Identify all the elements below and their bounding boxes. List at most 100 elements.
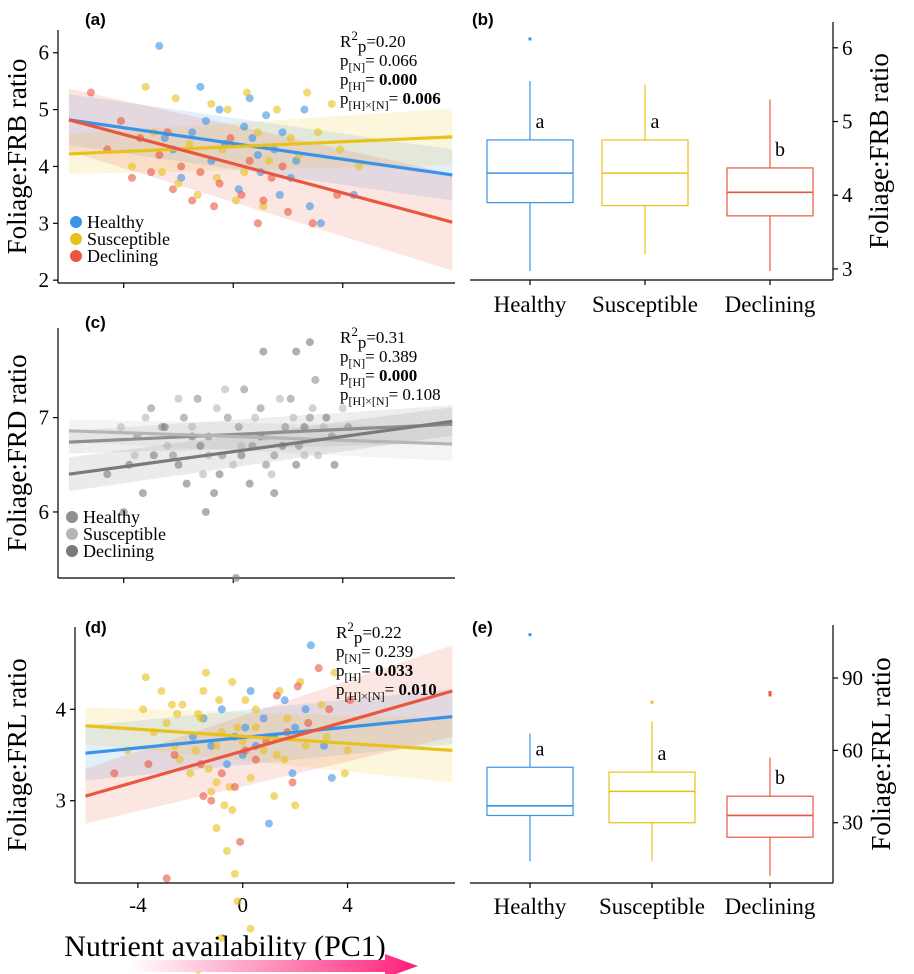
- fit-line-d-healthy: [85, 715, 453, 755]
- point-c-declining: [149, 451, 158, 460]
- stat-line-d: p[N]= 0.239: [336, 642, 413, 665]
- sig-letter-b-declining: b: [775, 139, 785, 161]
- point-a-susceptible: [253, 128, 262, 137]
- point-a-susceptible: [240, 168, 249, 177]
- point-d-susceptible: [301, 741, 310, 750]
- legend-label-declining: Declining: [87, 246, 158, 266]
- point-c-declining: [174, 460, 183, 469]
- point-a-healthy: [188, 128, 197, 137]
- legend-label-healthy: Healthy: [87, 212, 144, 232]
- point-c-declining: [322, 413, 331, 422]
- point-c-healthy: [270, 451, 279, 460]
- point-a-healthy: [316, 219, 325, 228]
- y-axis-label-b: Foliage:FRB ratio: [864, 53, 894, 249]
- point-d-susceptible: [223, 847, 231, 855]
- point-a-susceptible: [127, 162, 136, 171]
- y-tick-label-a: 4: [39, 154, 50, 178]
- point-a-healthy: [278, 128, 287, 137]
- point-d-susceptible: [215, 696, 224, 705]
- stat-line-d: p[H]= 0.033: [336, 661, 413, 684]
- point-a-declining: [155, 151, 164, 160]
- point-a-susceptible: [314, 128, 323, 137]
- point-a-healthy: [215, 105, 224, 114]
- point-a-susceptible: [158, 168, 167, 177]
- point-c-healthy: [281, 423, 290, 432]
- point-c-susceptible: [267, 470, 276, 479]
- point-d-healthy: [223, 760, 231, 769]
- point-a-susceptible: [264, 156, 273, 165]
- point-d-healthy: [280, 696, 289, 705]
- y-tick-label-e: 60: [842, 738, 863, 762]
- point-d-susceptible: [194, 709, 203, 718]
- point-c-declining: [182, 479, 191, 488]
- box-e-declining: [726, 795, 814, 838]
- point-d-declining: [272, 691, 281, 700]
- point-a-susceptible: [193, 190, 202, 199]
- point-d-susceptible: [175, 755, 184, 764]
- point-c-healthy: [311, 375, 320, 384]
- point-a-susceptible: [207, 99, 216, 108]
- point-c-declining: [330, 460, 339, 469]
- y-tick-label-c: 6: [39, 500, 50, 524]
- box-b-healthy: [486, 139, 574, 204]
- point-d-declining: [325, 705, 334, 714]
- point-d-susceptible: [212, 824, 221, 833]
- point-d-susceptible: [207, 787, 216, 796]
- point-d-susceptible: [191, 746, 200, 755]
- point-d-susceptible: [173, 709, 182, 718]
- ci-band-a-susceptible: [68, 108, 453, 174]
- point-c-susceptible: [174, 394, 183, 403]
- point-d-susceptible: [162, 719, 171, 727]
- legend-marker-declining: [66, 545, 78, 557]
- legend-label-healthy: Healthy: [83, 507, 140, 527]
- point-d-declining: [110, 769, 119, 778]
- point-d-healthy: [217, 705, 226, 714]
- point-a-susceptible: [171, 94, 180, 103]
- point-d-susceptible: [322, 732, 331, 741]
- point-d-susceptible: [141, 673, 150, 682]
- stat-line-a: R2p=0.20: [340, 28, 406, 56]
- y-tick-label-a: 6: [39, 41, 50, 65]
- stat-line-c: R2p=0.31: [340, 324, 406, 352]
- point-a-declining: [188, 196, 197, 205]
- point-a-susceptible: [185, 139, 194, 148]
- box-e-susceptible: [608, 771, 696, 824]
- category-label-healthy: Healthy: [494, 894, 567, 919]
- point-d-susceptible: [340, 769, 349, 778]
- y-tick-label-d: 3: [56, 789, 67, 813]
- y-tick-label-d: 4: [56, 697, 67, 721]
- y-tick-label-e: 90: [842, 666, 863, 690]
- point-c-healthy: [179, 413, 188, 422]
- stat-line-d: p[H]×[N]= 0.010: [336, 680, 437, 703]
- point-c-susceptible: [275, 394, 284, 403]
- point-a-healthy: [253, 151, 262, 160]
- point-a-declining: [215, 179, 224, 188]
- point-a-susceptible: [286, 134, 295, 143]
- point-c-susceptible: [163, 441, 172, 450]
- x-tick-label-d: -4: [129, 893, 147, 917]
- point-a-healthy: [240, 122, 249, 131]
- point-c-declining: [305, 338, 314, 347]
- point-c-healthy: [147, 404, 156, 413]
- point-d-susceptible: [186, 769, 195, 778]
- point-d-declining: [162, 874, 171, 883]
- panel-d: (d) Foliage:FRL ratio 3 4 -4 0 4 R2p=0.22p[N]= …: [2, 618, 455, 974]
- fit-line-a-susceptible: [68, 135, 453, 156]
- point-d-declining: [199, 792, 208, 801]
- point-c-declining: [300, 423, 309, 432]
- point-a-declining: [168, 185, 177, 194]
- point-d-susceptible: [241, 696, 250, 705]
- y-tick-label-c: 7: [39, 406, 50, 430]
- point-a-susceptible: [223, 105, 232, 114]
- point-c-healthy: [240, 385, 249, 394]
- point-d-declining: [236, 837, 245, 846]
- point-c-declining: [292, 460, 301, 469]
- point-d-susceptible: [212, 778, 221, 787]
- point-c-susceptible: [237, 441, 246, 450]
- point-c-healthy: [305, 413, 314, 422]
- y-tick-label-b: 4: [842, 183, 853, 207]
- point-a-declining: [278, 162, 287, 171]
- outlier-e-declining: [768, 691, 772, 695]
- point-a-susceptible: [242, 88, 251, 97]
- nutrient-gradient-arrow: [130, 954, 418, 974]
